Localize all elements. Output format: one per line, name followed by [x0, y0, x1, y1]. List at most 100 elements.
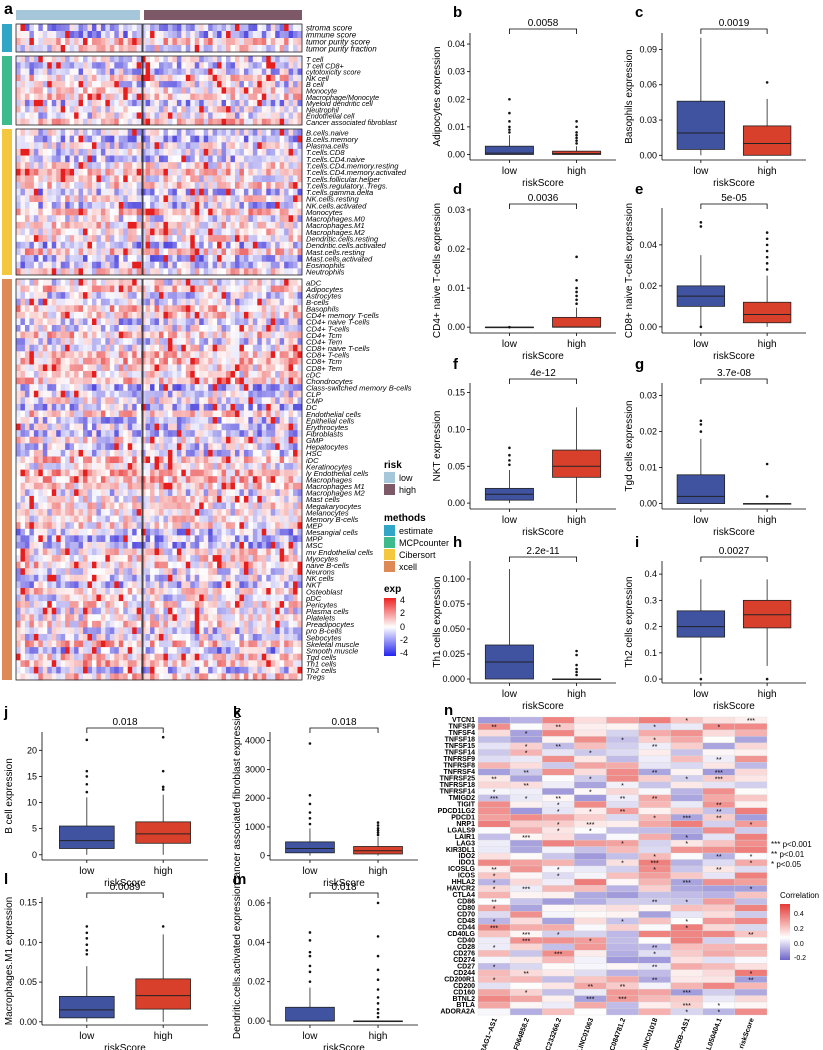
heatmap-cell: [47, 106, 53, 113]
heatmap-cell: [33, 449, 39, 457]
heatmap-cell: [60, 528, 66, 536]
heatmap-cell: [91, 106, 97, 113]
heatmap-cell: [248, 112, 254, 120]
heatmap-cell: [105, 155, 111, 163]
heatmap-cell: [181, 93, 187, 101]
heatmap-cell: [60, 397, 66, 405]
heatmap-cell: [127, 476, 133, 484]
heatmap-cell: [150, 390, 155, 398]
heatmap-cell: [29, 99, 35, 107]
heatmap-cell: [16, 331, 21, 339]
heatmap-cell: [172, 155, 178, 163]
heatmap-cell: [69, 142, 75, 150]
heatmap-cell: [141, 261, 146, 269]
heatmap-cell: [33, 515, 39, 523]
heatmap-cell: [145, 202, 151, 209]
heatmap-cell: [132, 195, 137, 203]
heatmap-cell: [24, 384, 30, 392]
heatmap-cell: [212, 93, 218, 101]
heatmap-cell: [42, 148, 48, 156]
heatmap-cell: [60, 522, 66, 530]
heatmap-cell: [56, 221, 61, 229]
heatmap-cell: [74, 463, 79, 470]
heatmap-cell: [248, 188, 254, 196]
heatmap-cell: [47, 331, 53, 339]
heatmap-cell: [257, 410, 263, 418]
heatmap-cell: [293, 417, 298, 424]
heatmap-cell: [288, 331, 294, 339]
heatmap-cell: [105, 357, 111, 365]
heatmap-cell: [69, 56, 75, 63]
heatmap-cell: [24, 305, 30, 313]
heatmap-cell: [47, 208, 53, 216]
heatmap-cell: [230, 311, 236, 319]
heatmap-cell: [42, 106, 48, 113]
heatmap-cell: [261, 285, 267, 293]
heatmap-cell: [167, 74, 173, 82]
heatmap-cell: [38, 463, 44, 470]
heatmap-cell: [194, 208, 200, 216]
heatmap-cell: [118, 430, 124, 438]
heatmap-cell: [293, 456, 298, 464]
heatmap-cell: [208, 45, 213, 53]
heatmap-cell: [154, 81, 160, 88]
heatmap-cell: [270, 364, 276, 372]
heatmap-cell: [176, 215, 182, 223]
heatmap-cell: [60, 148, 66, 156]
heatmap-cell: [114, 182, 120, 190]
heatmap-cell: [226, 325, 231, 332]
heatmap-cell: [176, 535, 182, 543]
heatmap-cell: [230, 155, 236, 163]
heatmap-cell: [159, 541, 164, 549]
heatmap-cell: [20, 436, 26, 444]
heatmap-cell: [190, 344, 196, 352]
heatmap-cell: [150, 423, 155, 431]
heatmap-cell: [69, 495, 75, 503]
heatmap-cell: [114, 93, 120, 101]
heatmap-cell: [96, 56, 102, 63]
heatmap-cell: [270, 81, 276, 88]
heatmap-cell: [172, 443, 178, 451]
heatmap-cell: [56, 292, 61, 300]
heatmap-cell: [154, 292, 160, 300]
heatmap-cell: [56, 384, 61, 392]
heatmap-cell: [217, 397, 222, 405]
heatmap-cell: [47, 377, 53, 385]
heatmap-cell: [212, 142, 218, 150]
heatmap-cell: [176, 99, 182, 107]
heatmap-cell: [154, 142, 160, 150]
heatmap-cell: [47, 528, 53, 536]
heatmap-cell: [123, 106, 129, 113]
heatmap-cell: [141, 502, 146, 510]
heatmap-cell: [83, 285, 88, 293]
heatmap-cell: [270, 182, 276, 190]
heatmap-cell: [20, 390, 26, 398]
heatmap-cell: [105, 384, 111, 392]
heatmap-cell: [284, 528, 289, 536]
heatmap-cell: [176, 112, 182, 120]
heatmap-cell: [136, 135, 142, 143]
heatmap-cell: [141, 24, 146, 32]
heatmap-cell: [87, 351, 93, 359]
heatmap-cell: [150, 417, 155, 424]
heatmap-cell: [163, 68, 169, 76]
heatmap-cell: [127, 325, 133, 332]
heatmap-cell: [78, 456, 84, 464]
heatmap-cell: [24, 509, 30, 516]
heatmap-cell: [33, 62, 39, 69]
heatmap-cell: [221, 248, 227, 256]
heatmap-cell: [194, 417, 200, 424]
heatmap-cell: [118, 410, 124, 418]
heatmap-cell: [42, 38, 48, 46]
heatmap-cell: [100, 93, 106, 101]
heatmap-cell: [243, 155, 249, 163]
heatmap-cell: [257, 135, 263, 143]
heatmap-cell: [266, 482, 272, 490]
heatmap-cell: [190, 371, 196, 378]
heatmap-cell: [159, 148, 164, 156]
heatmap-cell: [114, 325, 120, 332]
heatmap-cell: [208, 423, 213, 431]
heatmap-cell: [266, 318, 272, 326]
heatmap-cell: [132, 228, 137, 236]
heatmap-cell: [226, 155, 231, 163]
